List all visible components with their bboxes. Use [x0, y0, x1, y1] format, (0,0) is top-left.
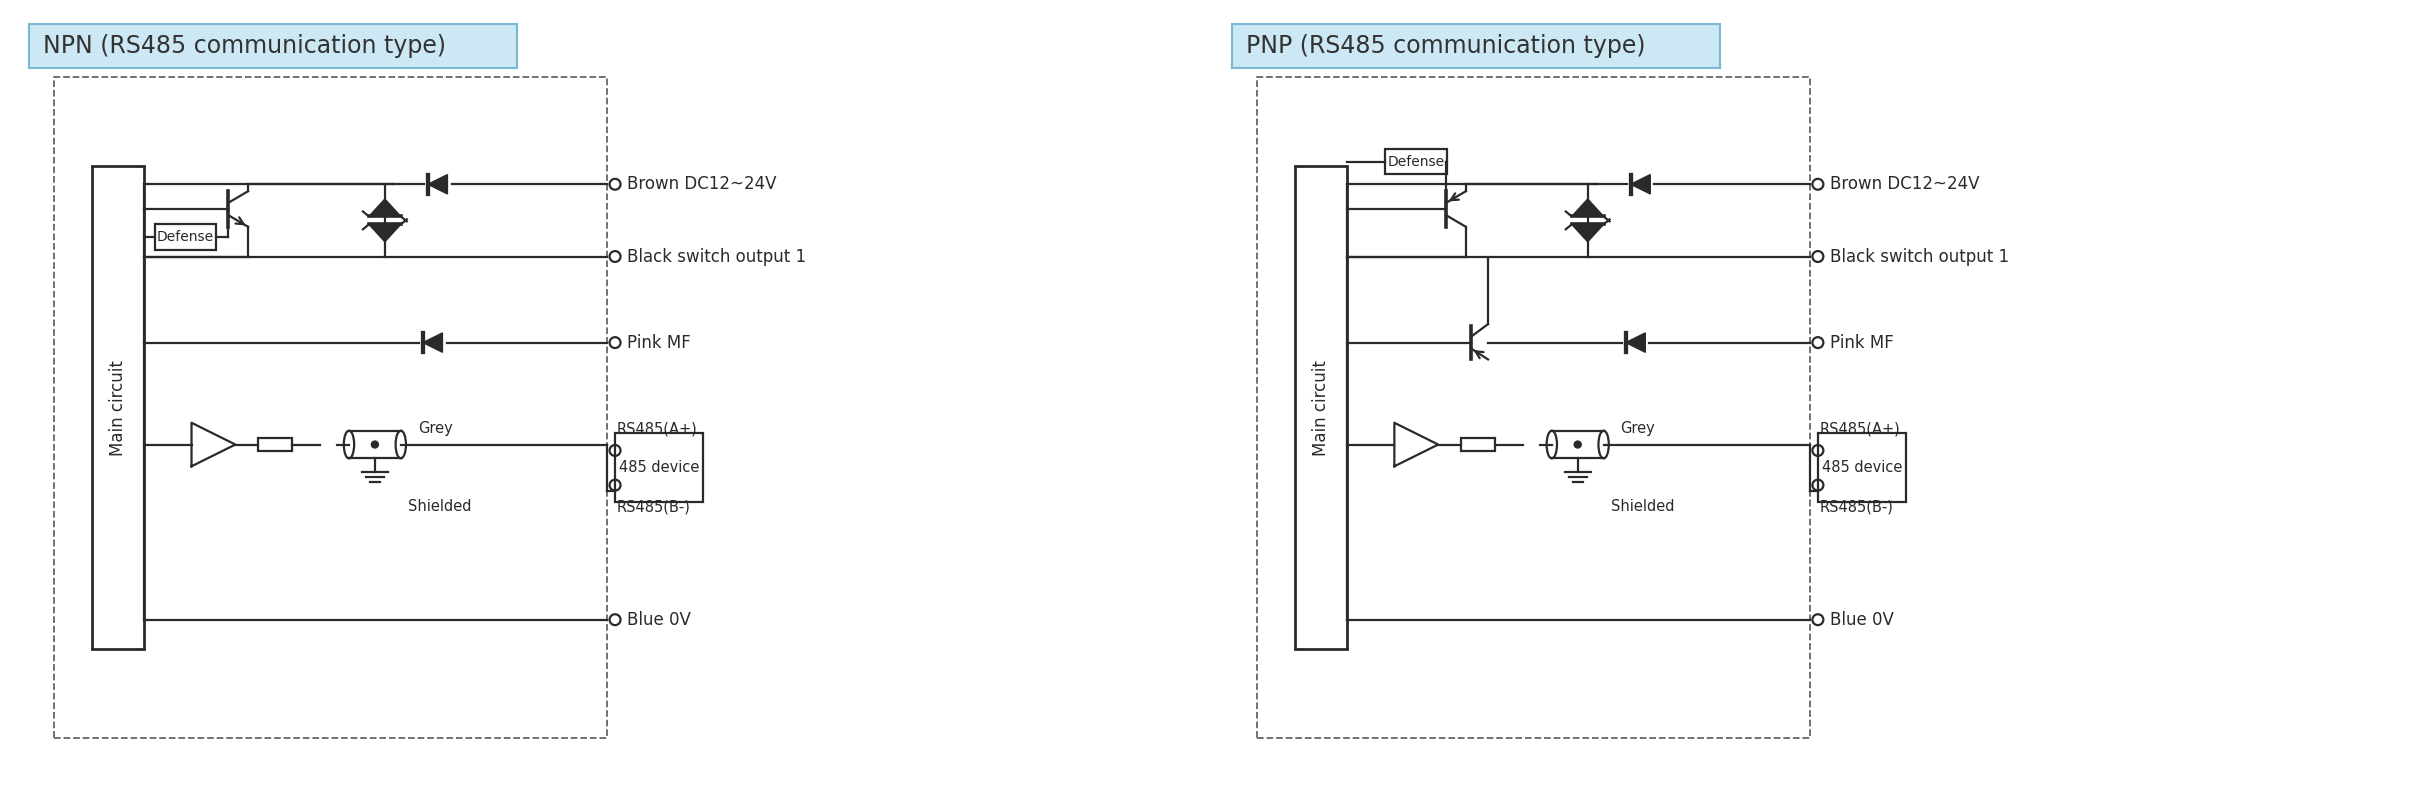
Circle shape: [372, 441, 379, 448]
FancyBboxPatch shape: [29, 24, 517, 69]
Text: RS485(B-): RS485(B-): [618, 499, 691, 514]
Text: NPN (RS485 communication type): NPN (RS485 communication type): [43, 34, 447, 58]
Text: Black switch output 1: Black switch output 1: [628, 247, 807, 266]
Text: Defense: Defense: [1389, 154, 1444, 169]
Text: RS485(A+): RS485(A+): [618, 421, 698, 436]
Polygon shape: [369, 199, 401, 217]
Text: RS485(B-): RS485(B-): [1821, 499, 1893, 514]
Text: Blue 0V: Blue 0V: [628, 610, 691, 629]
Text: Blue 0V: Blue 0V: [1831, 610, 1893, 629]
Text: Brown DC12~24V: Brown DC12~24V: [1831, 175, 1980, 194]
Text: Pink MF: Pink MF: [628, 334, 691, 352]
Polygon shape: [1572, 224, 1604, 242]
FancyBboxPatch shape: [92, 166, 142, 650]
Circle shape: [1575, 441, 1582, 448]
FancyBboxPatch shape: [616, 433, 703, 502]
Text: Brown DC12~24V: Brown DC12~24V: [628, 175, 778, 194]
Text: Shielded: Shielded: [408, 499, 471, 514]
Text: Grey: Grey: [1620, 421, 1654, 436]
Text: Black switch output 1: Black switch output 1: [1831, 247, 2009, 266]
Text: Grey: Grey: [418, 421, 452, 436]
Polygon shape: [423, 333, 442, 352]
Text: Main circuit: Main circuit: [1311, 360, 1331, 456]
Text: PNP (RS485 communication type): PNP (RS485 communication type): [1246, 34, 1645, 58]
FancyBboxPatch shape: [258, 438, 292, 451]
Text: 485 device: 485 device: [1821, 460, 1903, 475]
Text: 485 device: 485 device: [618, 460, 698, 475]
Text: Main circuit: Main circuit: [109, 360, 126, 456]
Polygon shape: [1625, 333, 1645, 352]
FancyBboxPatch shape: [1818, 433, 1905, 502]
Text: Defense: Defense: [157, 230, 215, 244]
Text: RS485(A+): RS485(A+): [1821, 421, 1901, 436]
Text: Pink MF: Pink MF: [1831, 334, 1893, 352]
Text: Shielded: Shielded: [1611, 499, 1674, 514]
FancyBboxPatch shape: [1294, 166, 1348, 650]
FancyBboxPatch shape: [1461, 438, 1495, 451]
FancyBboxPatch shape: [1386, 149, 1447, 174]
Polygon shape: [427, 174, 447, 194]
FancyBboxPatch shape: [1232, 24, 1719, 69]
FancyBboxPatch shape: [155, 224, 217, 250]
Polygon shape: [369, 224, 401, 242]
Polygon shape: [1572, 199, 1604, 217]
Polygon shape: [1630, 174, 1649, 194]
